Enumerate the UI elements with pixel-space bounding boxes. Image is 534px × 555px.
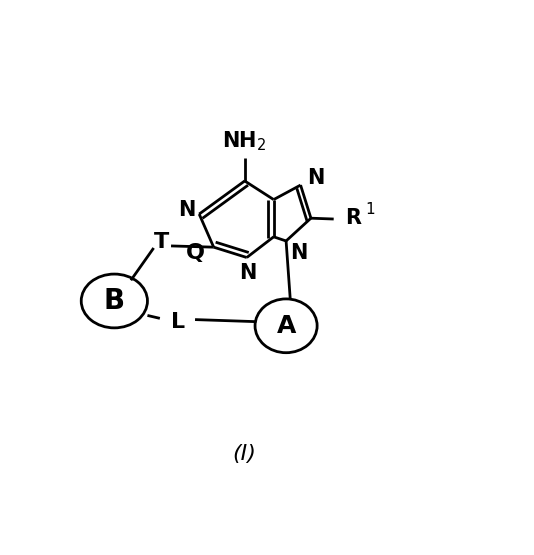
Text: N: N <box>308 168 325 188</box>
Text: 1: 1 <box>365 203 374 218</box>
Text: N: N <box>178 200 195 220</box>
Text: B: B <box>104 287 125 315</box>
Text: L: L <box>171 312 185 332</box>
Text: N: N <box>290 244 307 264</box>
Text: Q: Q <box>185 244 205 264</box>
Text: A: A <box>277 314 296 338</box>
Text: NH$_2$: NH$_2$ <box>223 130 267 153</box>
Text: T: T <box>154 232 170 252</box>
Text: N: N <box>239 263 256 283</box>
Text: R: R <box>345 208 361 228</box>
Text: (I): (I) <box>233 444 257 464</box>
